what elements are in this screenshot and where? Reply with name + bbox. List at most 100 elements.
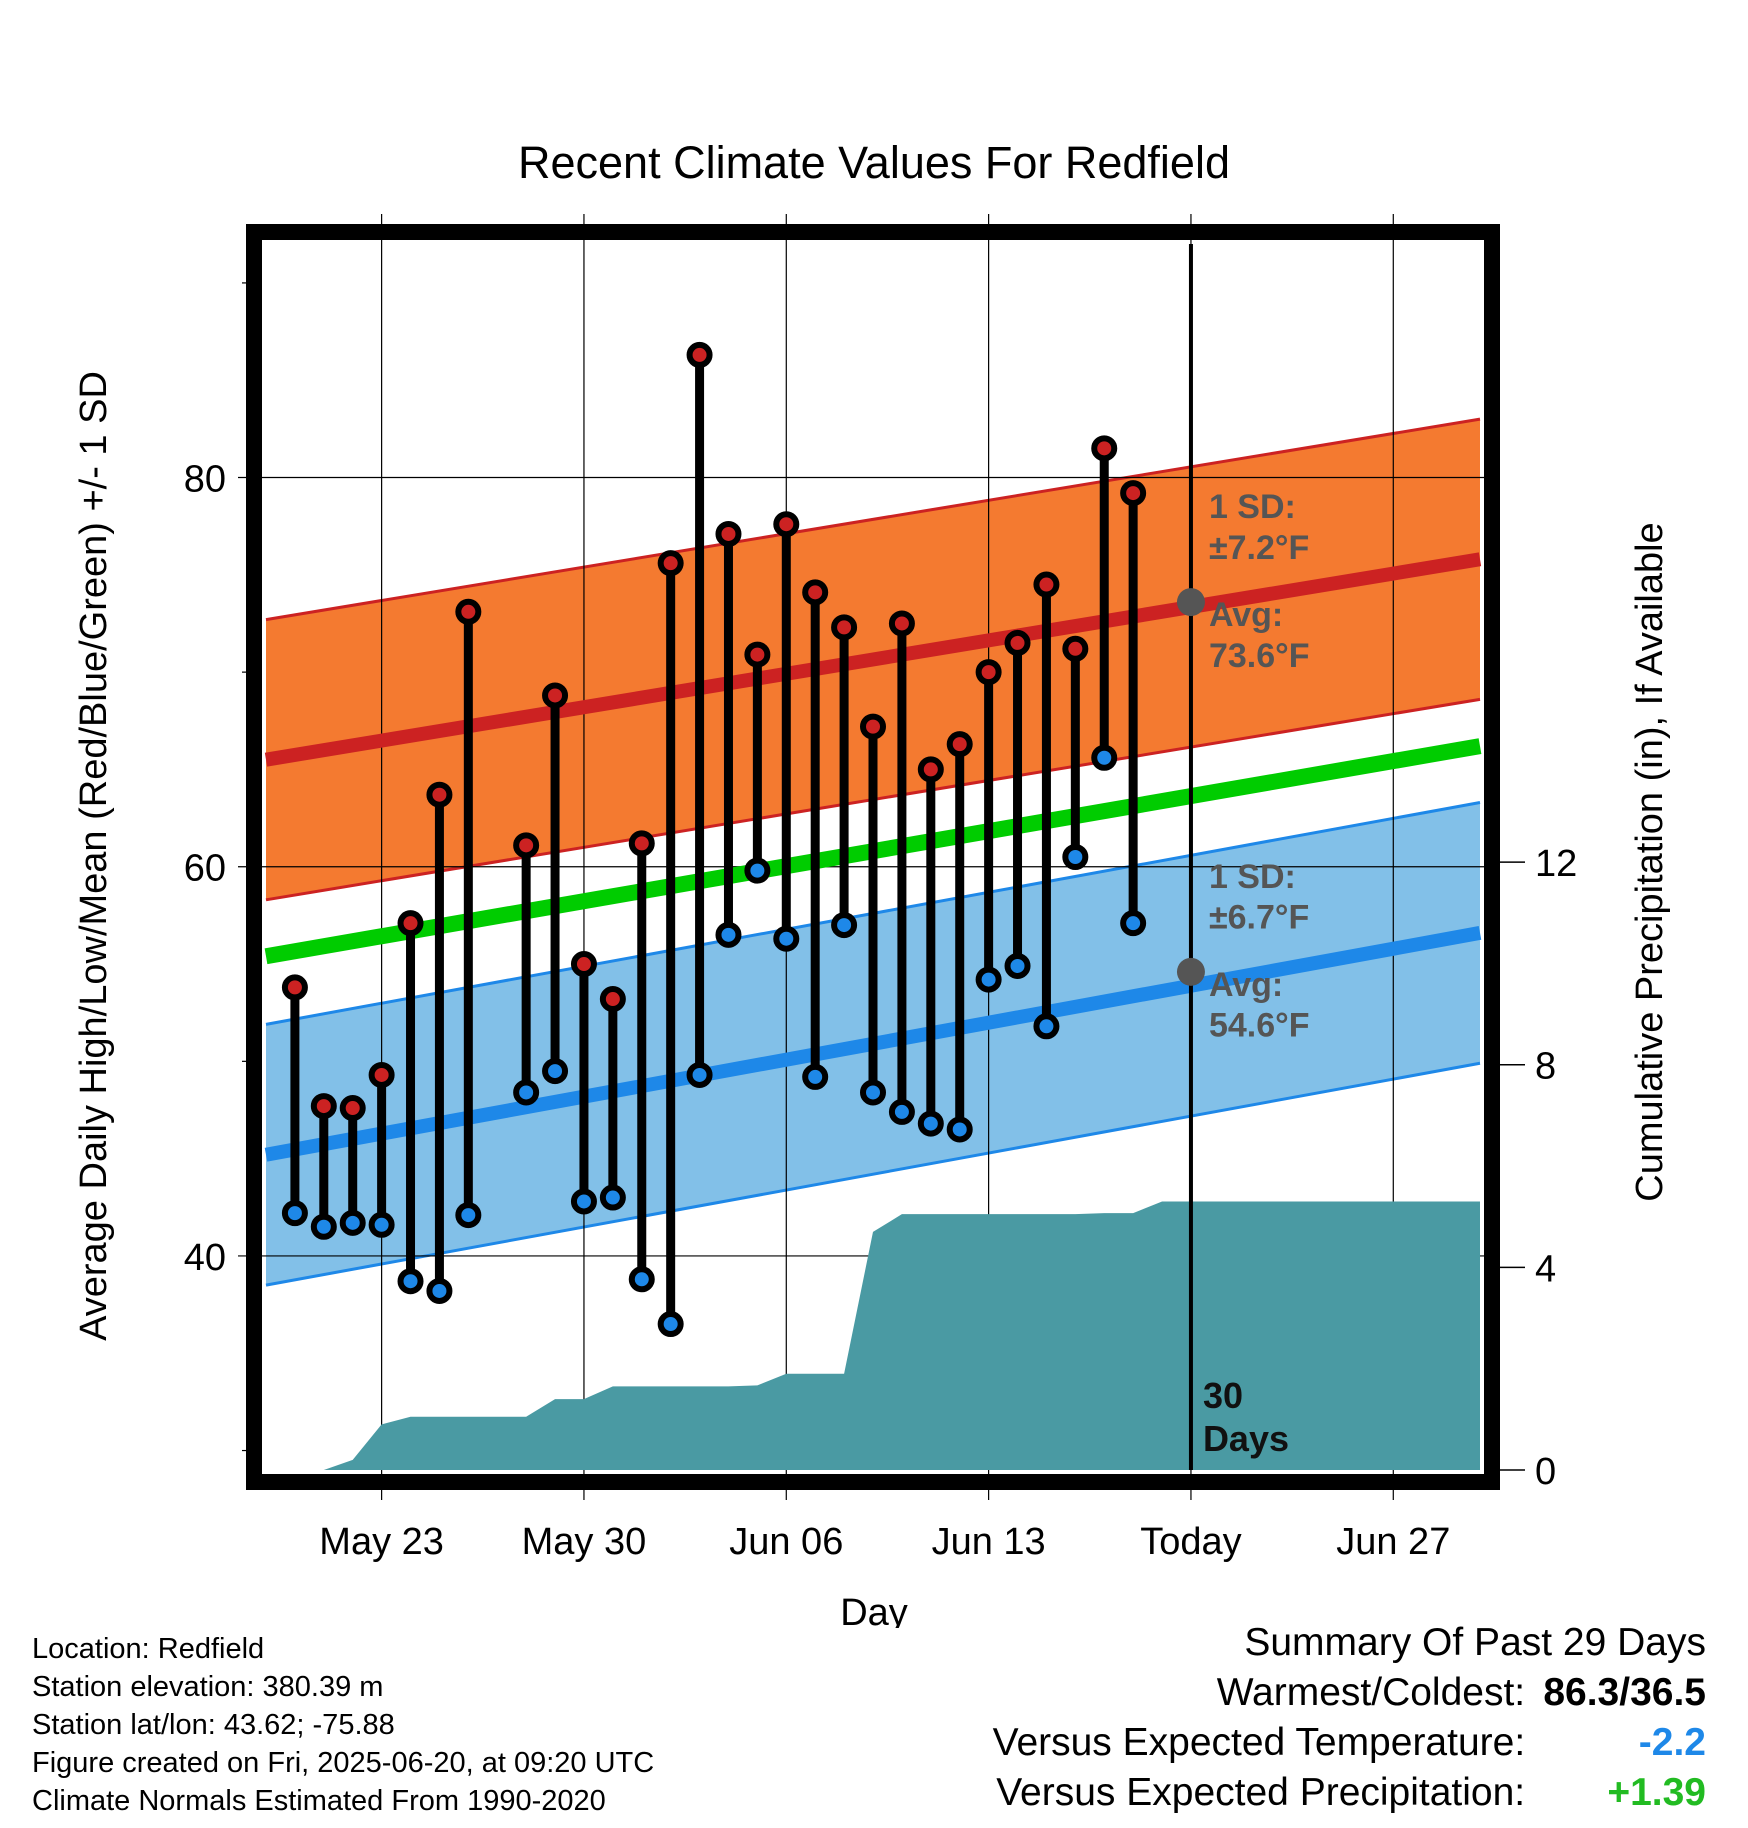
x-tick-label: Today <box>1140 1521 1241 1563</box>
obs-high-point <box>310 1093 337 1120</box>
precip-label: Versus Expected Precipitation: <box>996 1771 1526 1814</box>
obs-high-point <box>975 659 1002 686</box>
obs-low-point <box>513 1079 540 1106</box>
high-sd-band-upper-edge <box>265 417 1481 622</box>
obs-low-point <box>570 1188 597 1215</box>
high-sd-annotation: 1 SD: ±7.2°F <box>1209 488 1309 567</box>
x-tick-label: Jun 13 <box>932 1521 1046 1563</box>
obs-high-point <box>455 598 482 625</box>
y-tick-label: 40 <box>184 1237 226 1279</box>
summary-precip: Versus Expected Precipitation: +1.39 <box>993 1768 1706 1818</box>
elevation-text: Station elevation: 380.39 m <box>32 1671 384 1703</box>
obs-low-point <box>599 1184 626 1211</box>
precip-area <box>266 1201 1480 1470</box>
high-avg-annotation: Avg: 73.6°F <box>1209 596 1310 675</box>
x-tick-label: May 30 <box>522 1521 647 1563</box>
obs-high-point <box>570 951 597 978</box>
obs-low-point <box>339 1209 366 1236</box>
obs-high-point <box>368 1061 395 1088</box>
y2-tick-label: 8 <box>1535 1046 1556 1088</box>
obs-high-point <box>426 781 453 808</box>
high-avg-marker <box>1176 588 1205 617</box>
obs-high-point <box>628 830 655 857</box>
obs-low-point <box>802 1063 829 1090</box>
obs-low-point <box>686 1061 713 1088</box>
today-days-label: 30 Days <box>1203 1375 1289 1459</box>
temp-value: -2.2 <box>1638 1721 1706 1764</box>
obs-high-point <box>715 520 742 547</box>
y-axis-label: Average Daily High/Low/Mean (Red/Blue/Gr… <box>73 371 115 1341</box>
obs-low-point <box>975 966 1002 993</box>
obs-high-point <box>657 550 684 577</box>
obs-low-point <box>1004 952 1031 979</box>
station-info: Location: Redfield Station elevation: 38… <box>32 1630 654 1820</box>
chart-title: Recent Climate Values For Redfield <box>518 137 1230 188</box>
y-tick-label: 60 <box>184 848 226 890</box>
summary-warm-cold: Warmest/Coldest: 86.3/36.5 <box>993 1668 1706 1718</box>
latlon-text: Station lat/lon: 43.62; -75.88 <box>32 1709 395 1741</box>
obs-high-point <box>831 614 858 641</box>
obs-high-point <box>802 579 829 606</box>
x-axis-label: Day <box>840 1592 908 1628</box>
obs-low-point <box>1062 844 1089 870</box>
obs-low-point <box>773 925 800 952</box>
obs-high-point <box>773 511 800 538</box>
summary-panel: Summary Of Past 29 Days Warmest/Coldest:… <box>993 1618 1706 1818</box>
obs-low-point <box>946 1116 973 1143</box>
summary-temp: Versus Expected Temperature: -2.2 <box>993 1718 1706 1768</box>
obs-low-point <box>1091 744 1118 771</box>
y2-tick-label: 4 <box>1535 1248 1556 1290</box>
obs-low-point <box>744 857 771 884</box>
obs-low-point <box>917 1110 944 1137</box>
low-sd-band-lower-edge <box>265 1061 1481 1287</box>
obs-low-point <box>455 1202 482 1229</box>
obs-low-point <box>281 1200 308 1227</box>
warm-cold-label: Warmest/Coldest: <box>1216 1671 1526 1714</box>
normals-text: Climate Normals Estimated From 1990-2020 <box>32 1785 606 1817</box>
obs-low-point <box>426 1277 453 1304</box>
low-sd-annotation: 1 SD: ±6.7°F <box>1209 858 1309 937</box>
obs-high-point <box>888 610 915 637</box>
obs-low-point <box>542 1058 569 1085</box>
low-avg-annotation: Avg: 54.6°F <box>1209 966 1310 1045</box>
plot-area: 1 SD: ±7.2°F Avg: 73.6°F 1 SD: ±6.7°F Avg: 54.6… <box>238 214 1525 1500</box>
created-text: Figure created on Fri, 2025-06-20, at 09… <box>32 1747 655 1779</box>
obs-low-point <box>1120 910 1147 937</box>
obs-low-point <box>860 1079 886 1106</box>
obs-low-point <box>657 1311 684 1338</box>
obs-high-point <box>1004 629 1031 656</box>
obs-low-point <box>310 1213 337 1240</box>
obs-low-point <box>628 1266 655 1293</box>
obs-low-point <box>368 1211 395 1238</box>
obs-low-point <box>397 1268 424 1295</box>
y-tick-label: 80 <box>184 459 226 501</box>
y2-tick-label: 12 <box>1535 843 1577 885</box>
climate-chart: Recent Climate Values For Redfield 1 SD:… <box>73 137 1671 1628</box>
obs-high-point <box>513 832 540 859</box>
obs-high-point <box>1091 435 1118 462</box>
obs-high-point <box>744 641 771 668</box>
x-tick-label: Jun 27 <box>1336 1521 1450 1563</box>
precip-value: +1.39 <box>1607 1771 1706 1814</box>
obs-high-point <box>339 1095 366 1122</box>
y2-tick-label: 0 <box>1535 1451 1556 1493</box>
obs-high-point <box>1120 480 1147 507</box>
summary-heading: Summary Of Past 29 Days <box>1244 1621 1706 1664</box>
obs-high-point <box>599 986 626 1013</box>
obs-high-point <box>686 341 713 368</box>
y2-axis-label: Cumulative Precipitation (in), If Availa… <box>1629 522 1671 1201</box>
obs-high-point <box>1062 635 1089 662</box>
temp-label: Versus Expected Temperature: <box>992 1721 1526 1764</box>
obs-low-point <box>888 1098 915 1125</box>
low-avg-marker <box>1176 957 1205 986</box>
obs-high-point <box>860 713 886 740</box>
location-text: Location: Redfield <box>32 1633 265 1665</box>
obs-low-point <box>715 921 742 948</box>
obs-high-point <box>397 910 424 937</box>
obs-high-point <box>281 974 308 1001</box>
obs-high-point <box>542 682 569 709</box>
obs-high-point <box>1033 571 1060 598</box>
plot-frame <box>246 224 1500 1490</box>
x-tick-label: May 23 <box>319 1521 444 1563</box>
x-tick-label: Jun 06 <box>729 1521 843 1563</box>
